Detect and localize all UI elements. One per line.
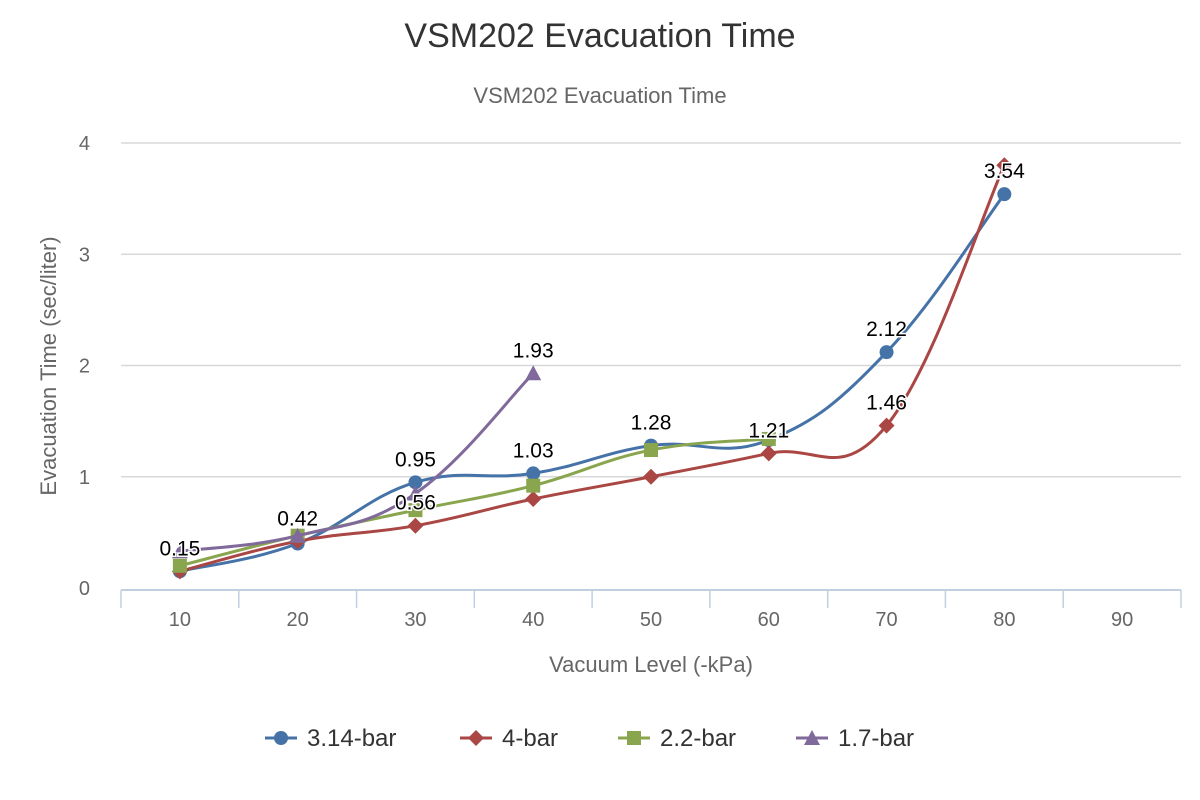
x-tick-label: 70 [875,609,897,631]
legend-item: 3.14-bar [265,725,396,752]
data-point [408,503,423,518]
legend-label: 4-bar [502,725,558,752]
data-label: 1.21 [748,419,789,442]
square-icon [627,731,641,745]
data-label: 1.28 [631,412,672,435]
data-point [997,187,1012,202]
data-label: 2.12 [866,318,907,341]
series-line [179,164,1006,573]
x-axis-title: Vacuum Level (-kPa) [549,652,753,677]
data-point [760,445,777,462]
series-layer [171,157,1013,580]
diamond-icon [468,730,484,746]
data-label: 0.56 [395,492,436,515]
x-tick-label: 90 [1111,609,1133,631]
y-tick-label: 1 [79,467,90,489]
y-axis: 0 1 2 3 4 [79,133,90,600]
x-tick-label: 80 [993,609,1015,631]
legend-label: 3.14-bar [307,725,396,752]
data-point [525,365,542,381]
legend-item: 4-bar [460,725,558,752]
y-tick-label: 4 [79,133,90,155]
data-point [289,527,306,543]
data-point [171,543,188,559]
data-label: 3.54 [984,160,1025,183]
legend: 3.14-bar 4-bar 2.2-bar 1.7-bar [265,725,914,752]
data-point [879,345,894,360]
legend-label: 2.2-bar [660,725,736,752]
data-point [172,558,187,573]
series-line [179,372,535,553]
legend-item: 1.7-bar [796,725,914,752]
x-tick-label: 30 [404,609,426,631]
legend-item: 2.2-bar [618,725,736,752]
data-point [407,485,424,501]
data-point [407,517,424,534]
chart-title: VSM202 Evacuation Time [404,17,795,55]
data-point [408,475,423,490]
x-tick-label: 50 [640,609,662,631]
data-point [996,157,1013,174]
data-point [526,478,541,493]
data-point [878,417,895,434]
data-label: 0.15 [159,537,200,560]
x-tick-label: 10 [169,609,191,631]
data-point [525,491,542,507]
data-label: 0.95 [395,448,436,471]
data-label: 1.03 [513,439,554,462]
series-1.7-bar [171,365,542,559]
data-point [526,466,541,481]
series-2.2-bar [172,431,776,573]
data-label: 1.46 [866,392,907,415]
triangle-icon [804,730,820,745]
y-axis-title: Evacuation Time (sec/liter) [36,236,61,495]
x-tick-label: 40 [522,609,544,631]
x-tick-label: 20 [287,609,309,631]
legend-label: 1.7-bar [838,725,914,752]
data-point [643,468,659,485]
circle-icon [274,731,288,745]
chart-subtitle: VSM202 Evacuation Time [473,83,726,108]
y-tick-label: 2 [79,356,90,378]
y-tick-label: 0 [79,578,90,600]
y-tick-label: 3 [79,244,90,266]
x-axis: 10 20 30 40 50 60 70 80 90 [120,589,1182,631]
data-point [761,431,776,446]
data-point [644,443,658,458]
data-label: 1.93 [513,339,554,362]
data-label: 0.42 [277,507,318,530]
data-labels: 0.15 0.42 0.56 0.95 1.03 1.93 1.28 1.21 1.46 2.12… [158,159,1027,562]
x-tick-label: 60 [758,609,780,631]
